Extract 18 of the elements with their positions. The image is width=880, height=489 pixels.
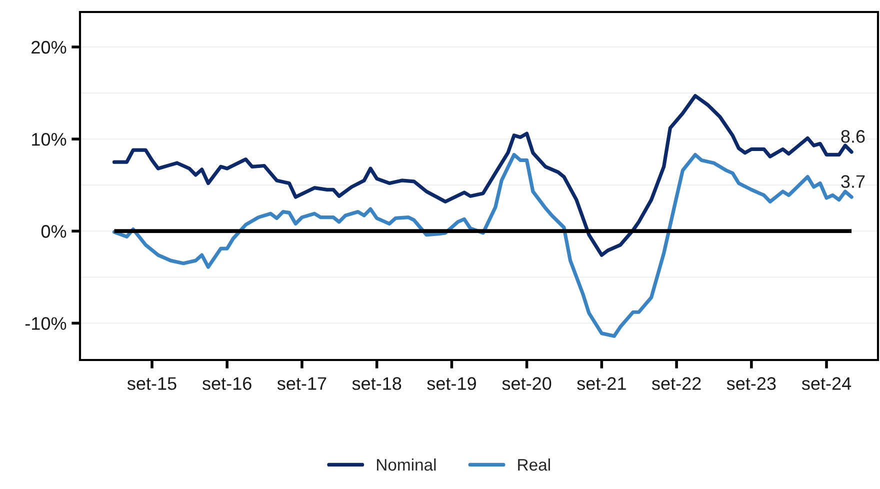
y-tick-label: 0% bbox=[41, 225, 66, 238]
y-tick-label: 20% bbox=[32, 40, 66, 54]
x-tick-label: set-18 bbox=[352, 377, 402, 390]
annotation: 3.7 bbox=[841, 175, 865, 188]
x-tick-label: set-15 bbox=[127, 377, 176, 390]
x-tick-label: set-22 bbox=[652, 377, 701, 390]
annotation: 8.6 bbox=[841, 130, 865, 143]
y-tick-label: -10% bbox=[25, 317, 66, 330]
x-tick-label: set-21 bbox=[577, 377, 626, 390]
x-tick-label: set-17 bbox=[277, 377, 326, 390]
x-tick-label: set-24 bbox=[802, 377, 852, 390]
x-tick-label: set-23 bbox=[726, 377, 776, 390]
x-tick-label: set-20 bbox=[502, 377, 552, 390]
legend-label: Real bbox=[518, 458, 550, 471]
legend-label: Nominal bbox=[376, 458, 436, 471]
x-tick-label: set-16 bbox=[202, 377, 252, 390]
y-tick-label: 10% bbox=[32, 132, 66, 146]
x-tick-label: set-19 bbox=[427, 377, 476, 390]
